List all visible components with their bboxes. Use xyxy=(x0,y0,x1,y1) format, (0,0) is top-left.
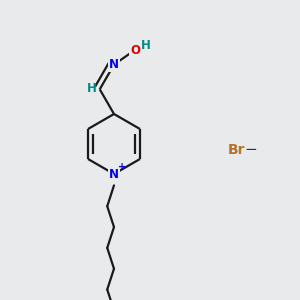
Text: N: N xyxy=(109,58,119,71)
Text: O: O xyxy=(130,44,140,56)
Text: +: + xyxy=(118,162,127,172)
Text: −: − xyxy=(244,142,257,158)
Text: N: N xyxy=(109,167,119,181)
Text: H: H xyxy=(141,39,151,52)
Text: H: H xyxy=(86,82,96,95)
Text: Br: Br xyxy=(228,143,245,157)
